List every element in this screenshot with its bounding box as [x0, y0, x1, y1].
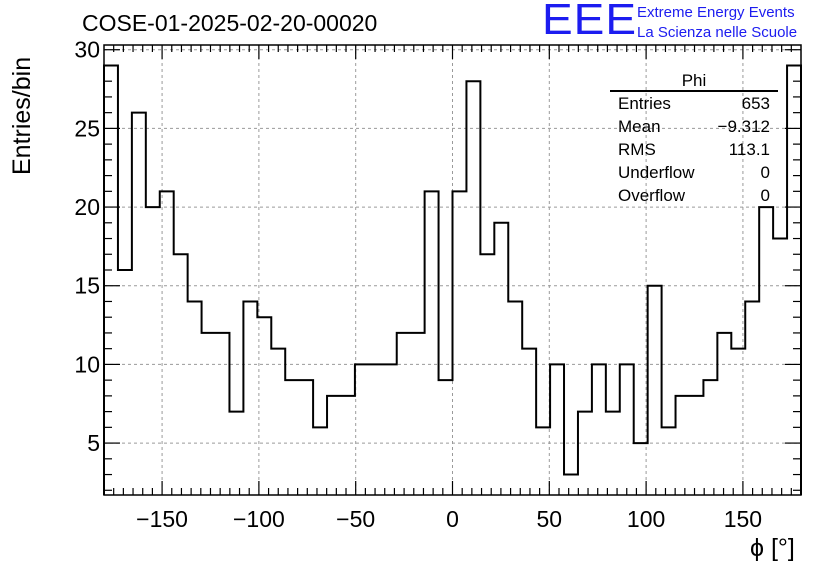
stats-value: 0 — [760, 186, 770, 205]
y-tick-label: 5 — [87, 430, 100, 456]
stats-separator — [610, 90, 778, 92]
x-tick-label: 0 — [446, 506, 459, 532]
y-tick-label: 15 — [74, 273, 100, 299]
stats-title: Phi — [681, 71, 707, 90]
y-tick-label: 20 — [74, 194, 100, 220]
y-tick-labels: 5 10 15 20 25 30 — [74, 37, 100, 456]
stats-row-overflow: Overflow 0 — [610, 184, 778, 207]
stats-value: 653 — [741, 94, 770, 113]
stats-value: 113.1 — [728, 140, 770, 159]
eee-logo-mark: EEE — [542, 0, 638, 44]
stats-label: Overflow — [618, 186, 686, 205]
axis-ticks — [104, 45, 801, 495]
stats-label: Mean — [618, 117, 661, 136]
x-tick-label: 50 — [537, 506, 563, 532]
y-tick-label: 10 — [74, 351, 100, 377]
chart-title: COSE-01-2025-02-20-00020 — [82, 10, 378, 36]
y-tick-label: 25 — [74, 115, 100, 141]
x-tick-label: −50 — [336, 506, 375, 532]
y-tick-label: 30 — [74, 37, 100, 63]
stats-row-mean: Mean −9.312 — [610, 115, 778, 138]
x-tick-label: 150 — [724, 506, 762, 532]
x-axis-label: ϕ [°] — [750, 534, 795, 562]
stats-label: RMS — [618, 140, 656, 159]
x-tick-labels: −150 −100 −50 0 50 100 150 — [136, 506, 762, 532]
y-axis-label: Entries/bin — [8, 56, 36, 175]
logo-line-1: Extreme Energy Events — [637, 4, 795, 21]
histogram-outline — [103, 64, 802, 495]
plot-frame — [103, 44, 802, 496]
logo-line-2: La Scienza nelle Scuole — [637, 24, 798, 41]
x-tick-label: −150 — [136, 506, 188, 532]
stats-value: 0 — [760, 163, 770, 182]
x-tick-label: −100 — [233, 506, 285, 532]
stats-value: −9.312 — [717, 117, 770, 136]
stats-row-rms: RMS 113.1 — [610, 138, 778, 161]
stats-label: Entries — [618, 94, 671, 113]
x-tick-label: 100 — [627, 506, 665, 532]
stats-row-underflow: Underflow 0 — [610, 161, 778, 184]
stats-box: Phi Entries 653 Mean −9.312 RMS 113.1 Un… — [610, 72, 778, 207]
stats-row-entries: Entries 653 — [610, 92, 778, 115]
stats-label: Underflow — [618, 163, 695, 182]
